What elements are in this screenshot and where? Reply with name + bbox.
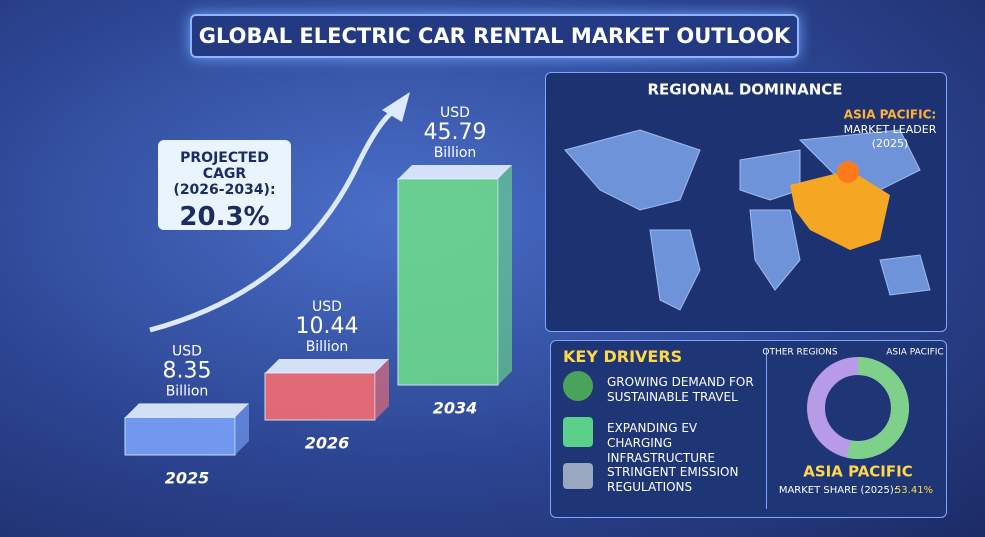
regional-title: REGIONAL DOMINANCE — [647, 81, 842, 99]
driver-item: GROWING DEMAND FOR SUSTAINABLE TRAVEL — [607, 375, 754, 404]
unit: Billion — [434, 145, 477, 161]
tree-icon — [563, 371, 593, 401]
cagr-period: (2026-2034): — [173, 182, 276, 198]
leader-label: ASIA PACIFIC — [886, 348, 943, 358]
asia-highlight — [790, 170, 890, 250]
cagr-box: PROJECTED CAGR (2026-2034): 20.3% — [158, 140, 291, 232]
pillar-front — [264, 372, 376, 421]
pillar-front — [124, 416, 236, 456]
share-title: ASIA PACIFIC — [803, 463, 912, 481]
pillar-side — [375, 359, 389, 420]
market-value: 10.44 — [296, 314, 359, 339]
year: 2034 — [433, 399, 478, 418]
currency: USD — [172, 343, 202, 359]
drivers-title: KEY DRIVERS — [563, 347, 683, 366]
pillar-side — [498, 164, 512, 385]
pillar-side — [235, 403, 249, 455]
unit: Billion — [166, 383, 209, 399]
market-value: 8.35 — [163, 358, 212, 383]
map-pin — [837, 161, 859, 183]
year: 2025 — [165, 469, 210, 488]
unit: Billion — [306, 339, 349, 355]
pillar-top — [265, 359, 389, 374]
share-value: 53.41% — [895, 485, 933, 496]
callout-year: (2025) — [872, 137, 909, 150]
world-map — [564, 129, 931, 311]
driver-item: EXPANDING EV CHARGING INFRASTRUCTURE — [607, 421, 715, 465]
cagr-value: 20.3% — [179, 202, 270, 232]
pillar-front — [397, 178, 499, 386]
callout-title: ASIA PACIFIC: — [844, 108, 936, 122]
share-caption: MARKET SHARE (2025): — [779, 485, 897, 496]
pillar-top — [398, 164, 512, 179]
currency: USD — [440, 105, 470, 121]
driver-item: STRINGENT EMISSION REGULATIONS — [607, 465, 739, 494]
growth-arrow — [149, 107, 397, 333]
currency: USD — [312, 299, 342, 315]
title: GLOBAL ELECTRIC CAR RENTAL MARKET OUTLOO… — [190, 14, 799, 58]
market-value: 45.79 — [424, 120, 487, 145]
other-label: OTHER REGIONS — [762, 348, 838, 358]
emission-icon — [563, 463, 593, 489]
arrow-head — [382, 92, 410, 122]
year: 2026 — [305, 434, 350, 453]
pillar-top — [125, 403, 249, 418]
callout-text: MARKET LEADER — [844, 123, 937, 136]
cagr-label: PROJECTED CAGR — [180, 150, 269, 182]
donut-leader — [807, 357, 909, 459]
charger-icon — [563, 417, 593, 447]
divider — [766, 349, 767, 509]
